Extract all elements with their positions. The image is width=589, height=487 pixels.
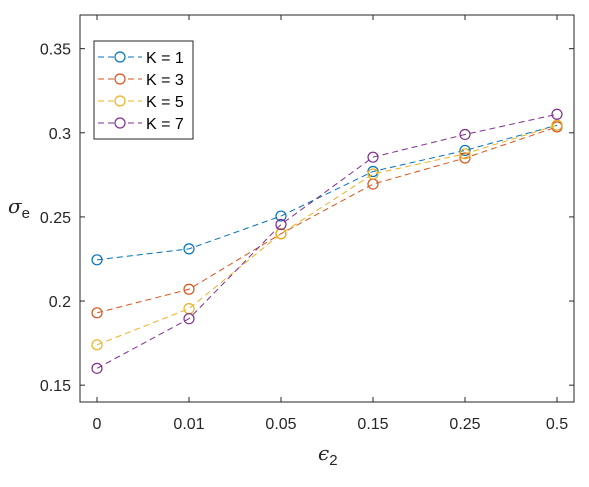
data-point — [91, 254, 103, 266]
data-point — [91, 307, 103, 319]
legend: K = 1 K = 3 K = 5 K = 7 — [93, 40, 194, 140]
x-axis-subscript: 2 — [329, 452, 337, 469]
series-line — [96, 113, 558, 369]
legend-label: K = 1 — [146, 50, 184, 67]
x-tick-label: 0.15 — [357, 416, 388, 433]
series-layer — [91, 108, 563, 374]
y-tick-label: 0.35 — [40, 42, 71, 59]
legend-label: K = 3 — [146, 72, 184, 89]
data-point — [551, 119, 563, 131]
y-axis-subscript: e — [22, 205, 30, 222]
y-tick-label: 0.25 — [40, 210, 71, 227]
plot-frame — [79, 14, 575, 403]
x-tick-label: 0 — [93, 416, 102, 433]
y-axis: 0.15 0.2 0.25 0.3 0.35 — [40, 42, 574, 395]
series-line — [96, 124, 558, 346]
x-tick-label: 0.05 — [265, 416, 296, 433]
legend-marker — [114, 95, 126, 107]
x-tick-label: 0.25 — [449, 416, 480, 433]
data-point — [275, 210, 287, 222]
data-point — [275, 228, 287, 240]
x-axis: 0 0.01 0.05 0.15 0.25 0.5 — [93, 15, 568, 433]
data-point — [183, 283, 195, 295]
data-point — [459, 128, 471, 141]
data-point — [183, 313, 195, 325]
data-point — [459, 144, 471, 157]
x-axis-label: ϵ2 — [318, 441, 338, 469]
data-point — [459, 152, 471, 164]
data-point — [275, 218, 287, 231]
data-point — [91, 362, 103, 374]
x-axis-symbol: ϵ — [318, 441, 329, 465]
data-point — [91, 339, 103, 351]
data-point — [367, 165, 379, 178]
x-tick-label: 0.5 — [546, 416, 568, 433]
legend-marker — [114, 117, 126, 129]
y-axis-symbol: σ — [8, 194, 23, 218]
data-point — [367, 151, 379, 163]
legend-label: K = 7 — [146, 116, 184, 133]
y-tick-label: 0.15 — [40, 378, 71, 395]
y-tick-label: 0.2 — [49, 294, 71, 311]
legend-marker — [114, 73, 126, 85]
legend-label: K = 5 — [146, 94, 184, 111]
data-point — [183, 243, 195, 255]
data-point — [551, 108, 563, 120]
y-axis-label: σe — [8, 194, 30, 222]
data-point — [367, 168, 379, 180]
y-tick-label: 0.3 — [49, 126, 71, 143]
legend-marker — [114, 51, 126, 63]
x-tick-label: 0.01 — [173, 416, 204, 433]
series-line — [96, 124, 558, 261]
series-line — [96, 126, 558, 314]
data-point — [459, 148, 471, 160]
